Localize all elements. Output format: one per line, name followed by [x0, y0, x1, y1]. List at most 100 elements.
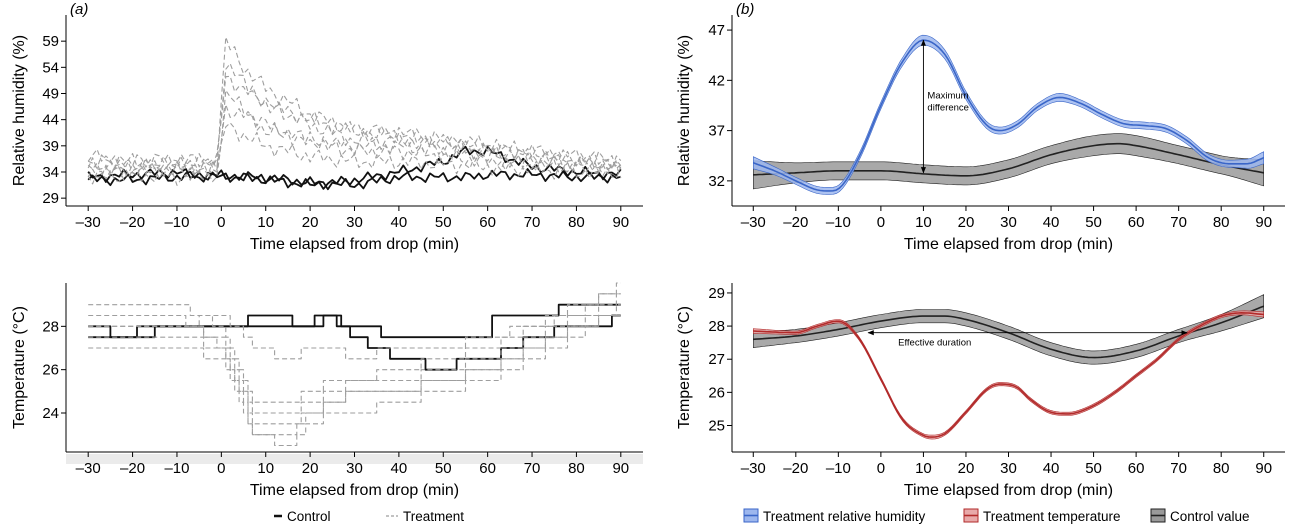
panel-a_rh: (a) –30 –20 –10 0 10 20 30 40 50 60 70 80 90 29 34 39 44 4… — [11, 1, 643, 253]
x-tick-label: 60 — [1128, 460, 1145, 477]
y-tick-label: 37 — [708, 123, 725, 140]
panel-a_temp: –30 –20 –10 0 10 20 30 40 50 60 70 80 90 24 26 28 Time e… — [11, 282, 643, 499]
y-tick-label: 26 — [708, 384, 725, 401]
y-tick-label: 27 — [708, 351, 725, 368]
legend-left: Control Treatment — [274, 509, 464, 524]
x-tick-label: –30 — [76, 214, 101, 231]
plot-area — [88, 282, 621, 447]
x-tick-label: 10 — [915, 214, 932, 231]
x-tick-label: 70 — [524, 460, 541, 477]
treatment-line-7 — [87, 104, 622, 178]
panel-label: (a) — [70, 1, 88, 18]
x-tick-label: 40 — [391, 460, 408, 477]
x-tick-label: –30 — [741, 460, 766, 477]
x-tick-label: 80 — [1213, 460, 1230, 477]
y-tick-label: 39 — [42, 138, 59, 155]
y-tick-label: 47 — [708, 22, 725, 39]
fitted-line-1 — [753, 39, 1265, 192]
y-tick-label: 29 — [42, 190, 59, 207]
treatment-line-2 — [87, 63, 622, 177]
x-tick-label: 40 — [1043, 214, 1060, 231]
x-tick-label: –30 — [76, 460, 101, 477]
x-tick-label: 30 — [346, 460, 363, 477]
x-tick-label: 50 — [435, 460, 452, 477]
x-tick-label: –30 — [741, 214, 766, 231]
annotation-text: Maximum — [927, 90, 968, 101]
treatment-line-4 — [87, 36, 622, 173]
plot-area — [753, 34, 1265, 195]
x-tick-label: 20 — [958, 460, 975, 477]
legend-label-treatment: Treatment — [403, 509, 464, 524]
x-tick-label: 0 — [217, 460, 225, 477]
x-tick-label: 90 — [1255, 460, 1272, 477]
x-tick-label: 10 — [257, 460, 274, 477]
treatment-line-6 — [88, 314, 621, 436]
x-tick-label: 30 — [1000, 214, 1017, 231]
x-axis-strip — [66, 454, 643, 464]
x-tick-label: 40 — [391, 214, 408, 231]
x-tick-label: 30 — [1000, 460, 1017, 477]
x-tick-label: 30 — [346, 214, 363, 231]
x-tick-label: 20 — [958, 214, 975, 231]
x-tick-label: –20 — [120, 214, 145, 231]
panel-b_rh: (b) –30 –20 –10 0 10 20 30 40 50 60 70 80 90 32 37 42 47 T… — [676, 1, 1285, 253]
treatment-line-7 — [88, 314, 621, 360]
x-tick-label: –20 — [783, 460, 808, 477]
y-axis-title: Relative humidity (%) — [11, 35, 28, 186]
y-tick-label: 44 — [42, 112, 59, 129]
x-axis-title: Time elapsed from drop (min) — [904, 482, 1113, 499]
y-tick-label: 28 — [708, 318, 725, 335]
legend-label-2: Control value — [1170, 509, 1250, 524]
x-tick-label: –10 — [164, 214, 189, 231]
legend-label-0: Treatment relative humidity — [763, 509, 926, 524]
x-tick-label: 90 — [1255, 214, 1272, 231]
y-tick-label: 59 — [42, 33, 59, 50]
control-line-1 — [88, 314, 621, 371]
fitted-line-0 — [753, 142, 1264, 177]
x-tick-label: 0 — [217, 214, 225, 231]
x-axis-title: Time elapsed from drop (min) — [250, 236, 459, 253]
x-tick-label: 0 — [877, 460, 885, 477]
confidence-band-0 — [753, 294, 1264, 365]
x-tick-label: 90 — [612, 214, 629, 231]
x-tick-label: –10 — [164, 460, 189, 477]
treatment-line-5 — [88, 293, 621, 403]
legend-right: Treatment relative humidity Treatment tem… — [743, 508, 1250, 524]
control-line-0 — [87, 168, 622, 191]
x-tick-label: 20 — [302, 214, 319, 231]
x-tick-label: 70 — [1170, 460, 1187, 477]
x-tick-label: –20 — [783, 214, 808, 231]
x-tick-label: 50 — [435, 214, 452, 231]
x-tick-label: 20 — [302, 460, 319, 477]
x-tick-label: 70 — [1170, 214, 1187, 231]
annotation-text: difference — [927, 102, 969, 113]
plot-area — [87, 36, 622, 191]
x-tick-label: –20 — [120, 460, 145, 477]
confidence-band-1 — [753, 310, 1264, 440]
annotation-text: Effective duration — [898, 338, 971, 349]
x-tick-label: 80 — [568, 460, 585, 477]
x-tick-label: 80 — [1213, 214, 1230, 231]
fitted-line-1 — [753, 311, 1264, 438]
y-tick-label: 29 — [708, 285, 725, 302]
y-tick-label: 24 — [42, 405, 59, 422]
y-tick-label: 32 — [708, 173, 725, 190]
control-line-0 — [88, 303, 621, 339]
y-tick-label: 54 — [42, 59, 59, 76]
y-tick-label: 26 — [42, 362, 59, 379]
x-tick-label: 60 — [1128, 214, 1145, 231]
y-tick-label: 28 — [42, 318, 59, 335]
legend-label-1: Treatment temperature — [983, 509, 1121, 524]
x-tick-label: 50 — [1085, 460, 1102, 477]
treatment-line-5 — [87, 122, 622, 186]
x-tick-label: 90 — [612, 460, 629, 477]
y-tick-label: 49 — [42, 85, 59, 102]
y-tick-label: 34 — [42, 164, 59, 181]
x-tick-label: 10 — [257, 214, 274, 231]
x-tick-label: –10 — [826, 214, 851, 231]
x-axis-title: Time elapsed from drop (min) — [250, 482, 459, 499]
x-tick-label: 10 — [915, 460, 932, 477]
x-tick-label: 60 — [479, 214, 496, 231]
y-tick-label: 42 — [708, 72, 725, 89]
